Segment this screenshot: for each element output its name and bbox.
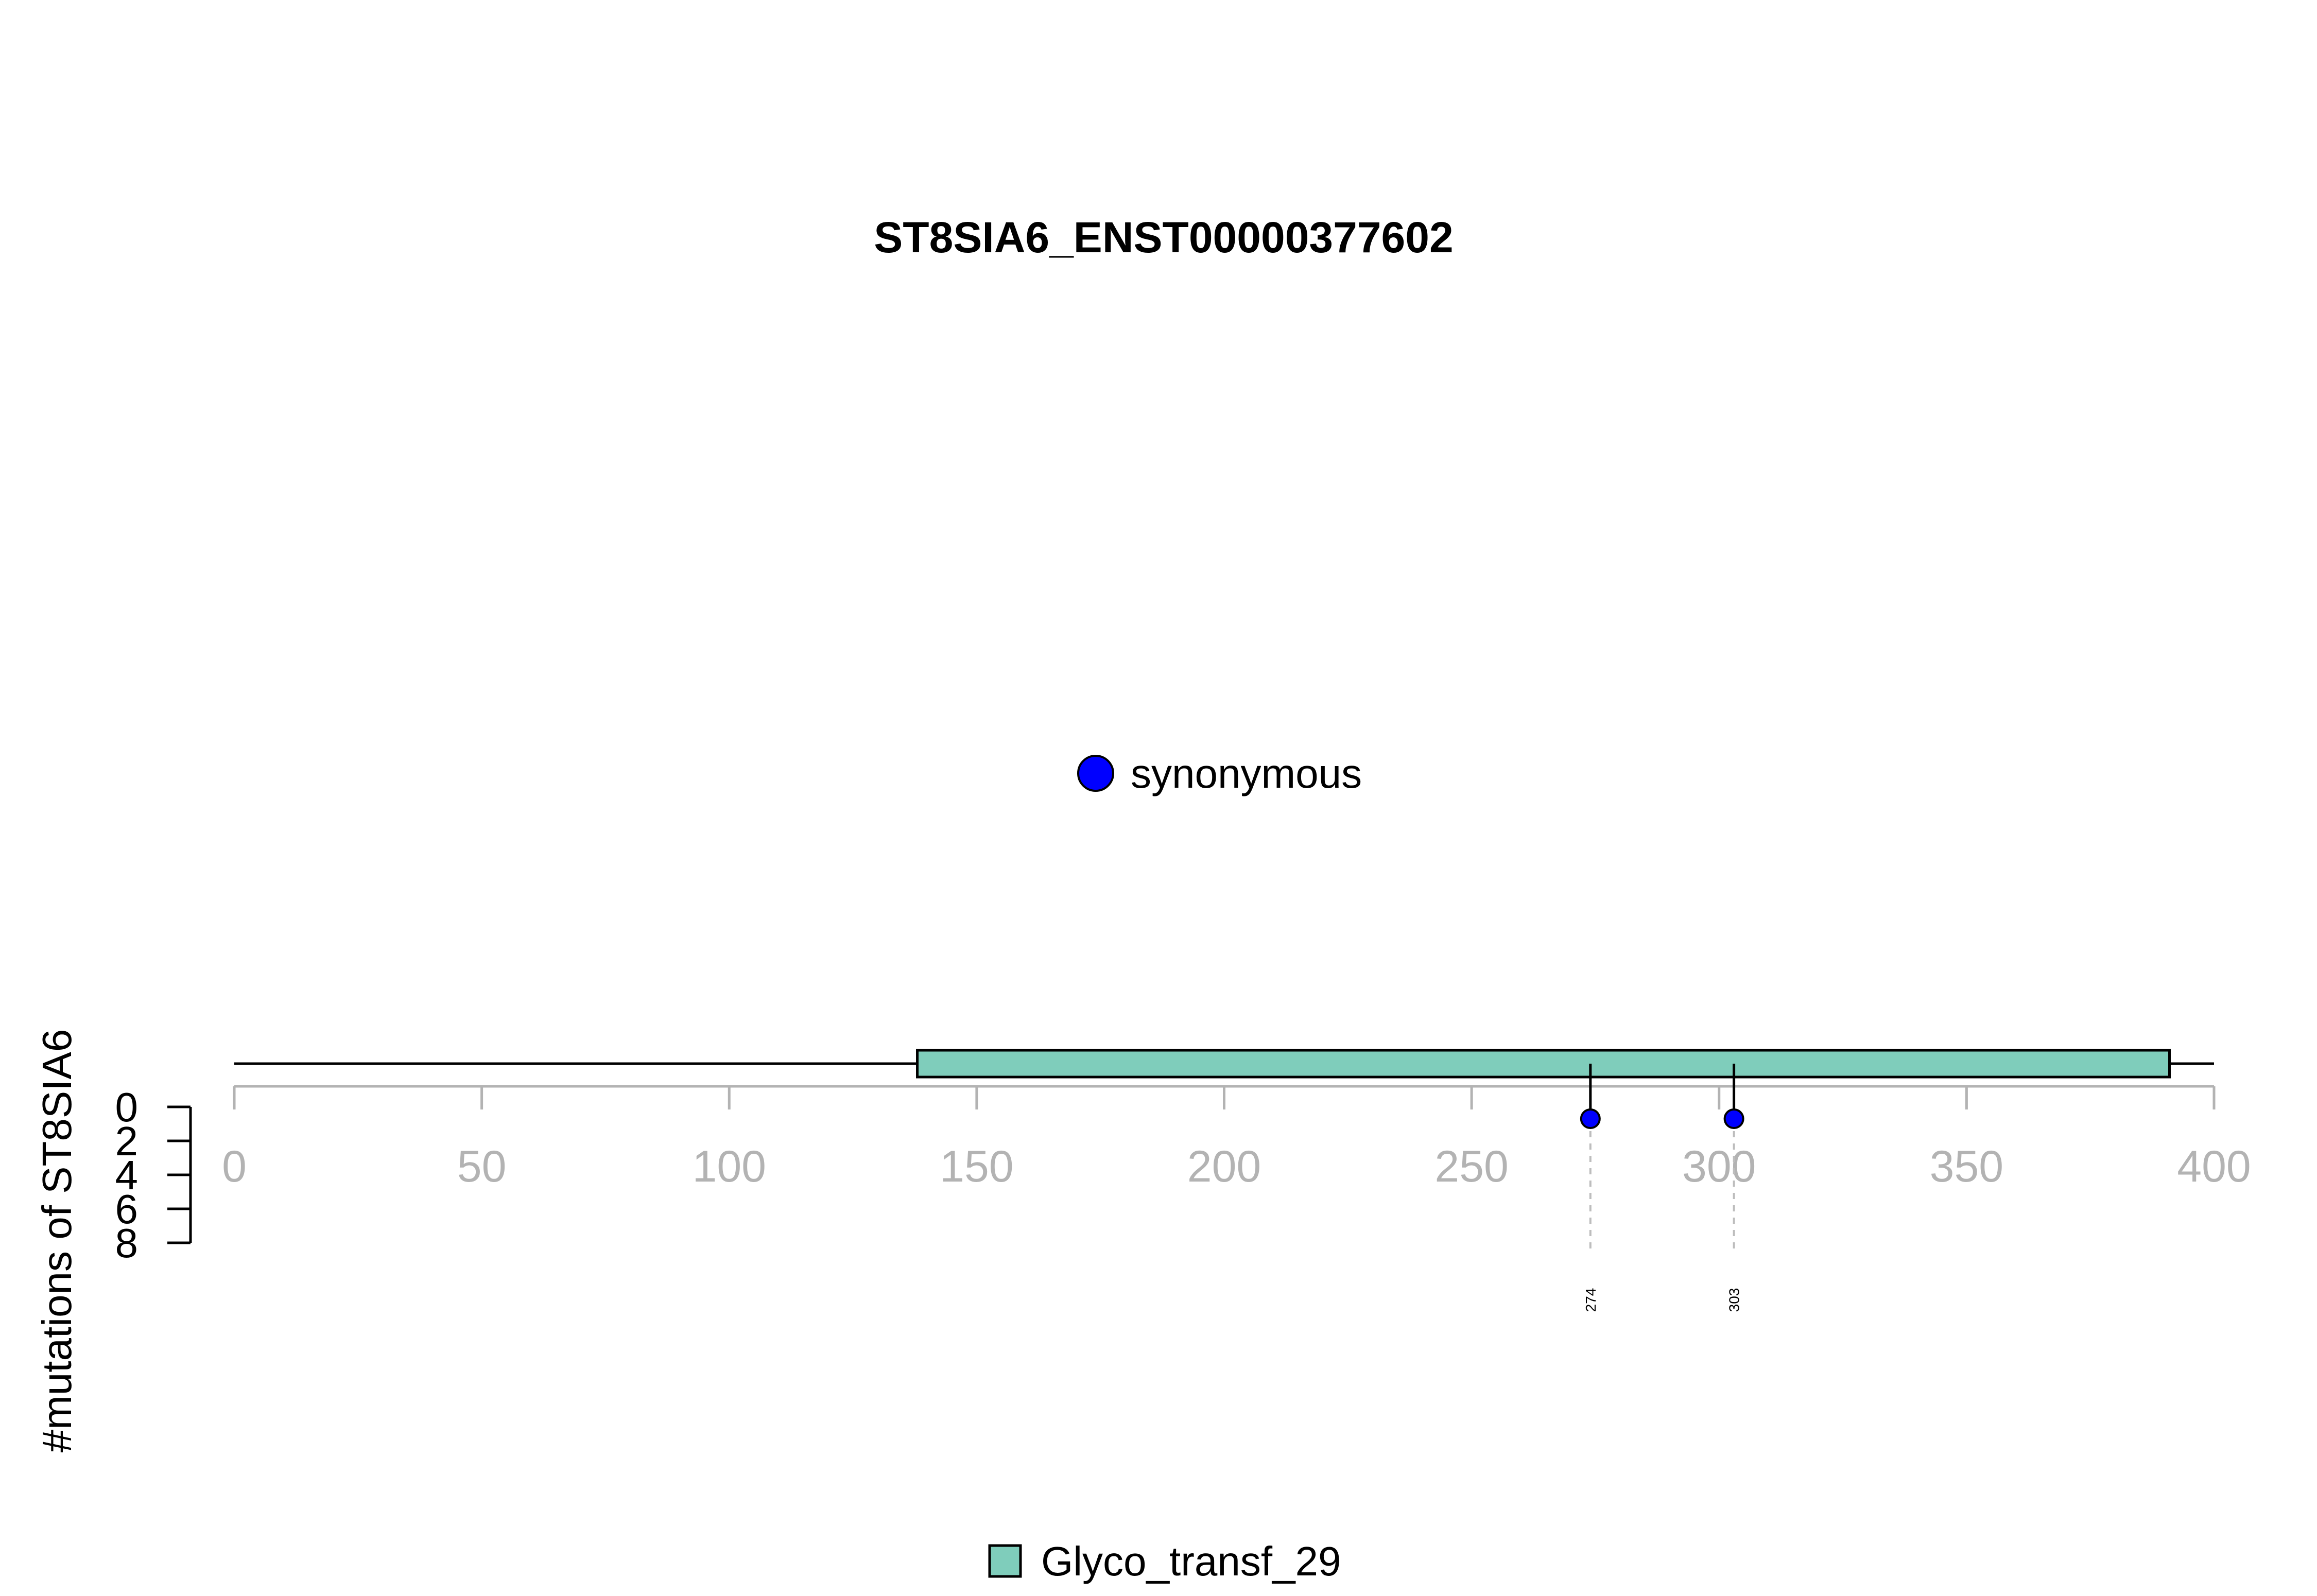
y-tick-label-4: 4: [115, 1152, 139, 1198]
mutation-point-303: [1723, 1108, 1744, 1129]
mutation-label-303: 303: [1726, 1288, 1742, 1312]
x-tick-label-150: 150: [940, 1142, 1014, 1191]
x-axis: 0 50 100 150 200 250 300 350 400: [222, 1085, 2251, 1191]
x-tick-label-100: 100: [693, 1142, 767, 1191]
y-tick-label-2: 2: [115, 1118, 139, 1164]
legend-label-synonymous: synonymous: [1131, 751, 1362, 796]
x-tick-label-200: 200: [1187, 1142, 1261, 1191]
y-tick-label-6: 6: [115, 1186, 139, 1232]
x-tick-label-250: 250: [1434, 1142, 1509, 1191]
mutation-point-274: [1580, 1108, 1601, 1129]
y-tick-label-0: 0: [115, 1084, 139, 1130]
domain-Glyco_transf_29: [916, 1049, 2171, 1079]
x-tick-label-50: 50: [457, 1142, 507, 1191]
domain-legend-swatch-Glyco_transf_29: [988, 1544, 1022, 1578]
mutation-legend: synonymous: [1077, 751, 1362, 796]
x-tick-label-400: 400: [2177, 1142, 2251, 1191]
x-tick-label-350: 350: [1930, 1142, 2004, 1191]
domain-track: [916, 1049, 2171, 1079]
legend-marker-synonymous: [1077, 755, 1114, 792]
mutation-markers: 274 303: [1580, 1064, 1744, 1312]
chart-title: ST8SIA6_ENST00000377602: [874, 213, 1453, 262]
x-tick-label-300: 300: [1682, 1142, 1756, 1191]
domain-legend: Glyco_transf_29: [988, 1538, 1341, 1584]
x-tick-label-0: 0: [222, 1142, 247, 1191]
mutation-label-274: 274: [1583, 1288, 1599, 1312]
y-axis-title: #mutations of ST8SIA6: [34, 1029, 80, 1453]
y-tick-label-8: 8: [115, 1220, 139, 1266]
domain-legend-label-Glyco_transf_29: Glyco_transf_29: [1041, 1538, 1341, 1584]
